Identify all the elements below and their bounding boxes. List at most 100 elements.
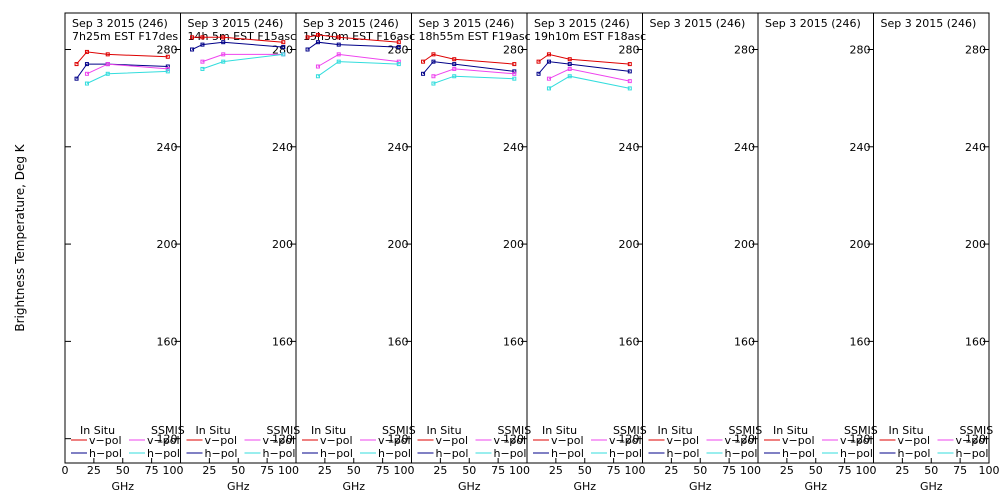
ssmis-vpol-point (452, 66, 457, 71)
ssmis-hpol-point (627, 86, 632, 91)
y-tick-label: 280 (157, 43, 178, 56)
ssmis-vpol-point (627, 79, 632, 84)
panel-subtitle: 14h 5m EST F15asc (188, 30, 297, 43)
panel-title: Sep 3 2015 (246) (188, 17, 284, 30)
y-tick-label: 120 (619, 433, 640, 446)
x-tick-label: 100 (856, 464, 877, 477)
insitu-hpol-point (546, 59, 551, 64)
ssmis-hpol-point (567, 74, 572, 79)
insitu-hpol-point (512, 69, 517, 74)
insitu-vpol-point (221, 35, 226, 40)
legend-ssmis-heading: SSMIS (382, 424, 416, 437)
x-tick-label: 50 (462, 464, 476, 477)
legend-insitu-hpol-label: h−pol (89, 447, 122, 460)
y-tick-label: 160 (272, 335, 293, 348)
legend-insitu-vpol-label: v−pol (205, 434, 238, 447)
ssmis-vpol-line (433, 68, 515, 77)
panel-subtitle: 7h25m EST F17des (72, 30, 178, 43)
ssmis-hpol-point (396, 62, 401, 67)
y-tick-label: 120 (850, 433, 871, 446)
legend-insitu-heading: In Situ (542, 424, 577, 437)
ssmis-hpol-line (548, 75, 630, 89)
ssmis-vpol-line (317, 53, 399, 67)
legend-insitu-vpol-label: v−pol (320, 434, 353, 447)
legend-insitu-hpol-label: h−pol (436, 447, 469, 460)
x-tick-label: 50 (924, 464, 938, 477)
ssmis-vpol-point (431, 74, 436, 79)
y-tick-label: 280 (503, 43, 524, 56)
insitu-vpol-point (305, 35, 310, 40)
y-axis-label: Brightness Temperature, Deg K (13, 143, 27, 331)
panel-5: 120 160 200 240 280 25 50 75 100 GHz Sep 3 2015 (2… (526, 12, 647, 493)
insitu-vpol-point (105, 52, 110, 57)
ssmis-hpol-point (281, 52, 286, 57)
legend-insitu-vpol-label: v−pol (782, 434, 815, 447)
panel-1: 120 160 200 240 280 0 25 50 75 100 GHz Sep 3 2015 (… (62, 12, 185, 493)
legend-insitu-heading: In Situ (773, 424, 808, 437)
legend-insitu-hpol-label: h−pol (205, 447, 238, 460)
y-tick-label: 200 (734, 238, 755, 251)
y-tick-label: 280 (619, 43, 640, 56)
insitu-vpol-line (422, 53, 515, 65)
y-tick-label: 200 (503, 238, 524, 251)
ssmis-vpol-point (396, 59, 401, 64)
x-tick-label: 100 (625, 464, 646, 477)
insitu-hpol-point (536, 71, 541, 76)
y-tick-label: 160 (619, 335, 640, 348)
panel-title: Sep 3 2015 (246) (534, 17, 630, 30)
y-tick-label: 200 (850, 238, 871, 251)
ssmis-hpol-line (433, 75, 515, 84)
ssmis-hpol-point (336, 59, 341, 64)
insitu-hpol-point (84, 62, 89, 67)
panel-title: Sep 3 2015 (246) (765, 17, 861, 30)
legend-ssmis-hpol-label: h−pol (378, 447, 411, 460)
y-tick-label: 200 (157, 238, 178, 251)
ssmis-vpol-line (548, 68, 630, 82)
panel-4: 120 160 200 240 280 25 50 75 100 GHz Sep 3 2015 (2… (411, 12, 531, 493)
insitu-hpol-line (191, 41, 284, 50)
x-axis-label: GHz (342, 480, 365, 493)
panel-subtitle: 15h30m EST F16asc (303, 30, 415, 43)
x-axis-label: GHz (111, 480, 134, 493)
y-tick-label: 280 (734, 43, 755, 56)
insitu-vpol-point (512, 62, 517, 67)
y-tick-label: 240 (619, 141, 640, 154)
x-tick-label: 75 (953, 464, 967, 477)
ssmis-vpol-line (86, 63, 168, 75)
ssmis-vpol-point (105, 62, 110, 67)
insitu-vpol-point (452, 57, 457, 62)
ssmis-hpol-point (431, 81, 436, 86)
ssmis-vpol-point (84, 71, 89, 76)
y-tick-label: 240 (272, 141, 293, 154)
insitu-vpol-line (192, 36, 284, 43)
legend-insitu-hpol-label: h−pol (551, 447, 584, 460)
insitu-vpol-point (567, 57, 572, 62)
legend-ssmis-vpol-label: v−pol (263, 434, 296, 447)
legend-insitu-heading: In Situ (658, 424, 693, 437)
insitu-hpol-line (538, 61, 630, 75)
y-tick-label: 120 (503, 433, 524, 446)
ssmis-hpol-point (165, 69, 170, 74)
insitu-vpol-point (431, 52, 436, 57)
ssmis-vpol-point (221, 52, 226, 57)
insitu-hpol-point (396, 45, 401, 50)
y-tick-label: 240 (503, 141, 524, 154)
insitu-hpol-point (221, 40, 226, 45)
legend-insitu-hpol-label: h−pol (320, 447, 353, 460)
legend-insitu-heading: In Situ (427, 424, 462, 437)
panel-title: Sep 3 2015 (246) (303, 17, 399, 30)
y-tick-label: 120 (272, 433, 293, 446)
ssmis-hpol-point (84, 81, 89, 86)
insitu-hpol-line (422, 61, 515, 75)
legend-insitu-vpol-label: v−pol (89, 434, 122, 447)
insitu-vpol-line (307, 34, 399, 43)
y-tick-label: 240 (157, 141, 178, 154)
x-tick-label: 25 (549, 464, 563, 477)
y-tick-label: 120 (734, 433, 755, 446)
ssmis-hpol-point (452, 74, 457, 79)
legend-ssmis-vpol-label: v−pol (840, 434, 873, 447)
x-tick-label: 75 (260, 464, 274, 477)
x-tick-label: 75 (722, 464, 736, 477)
x-tick-label: 75 (491, 464, 505, 477)
